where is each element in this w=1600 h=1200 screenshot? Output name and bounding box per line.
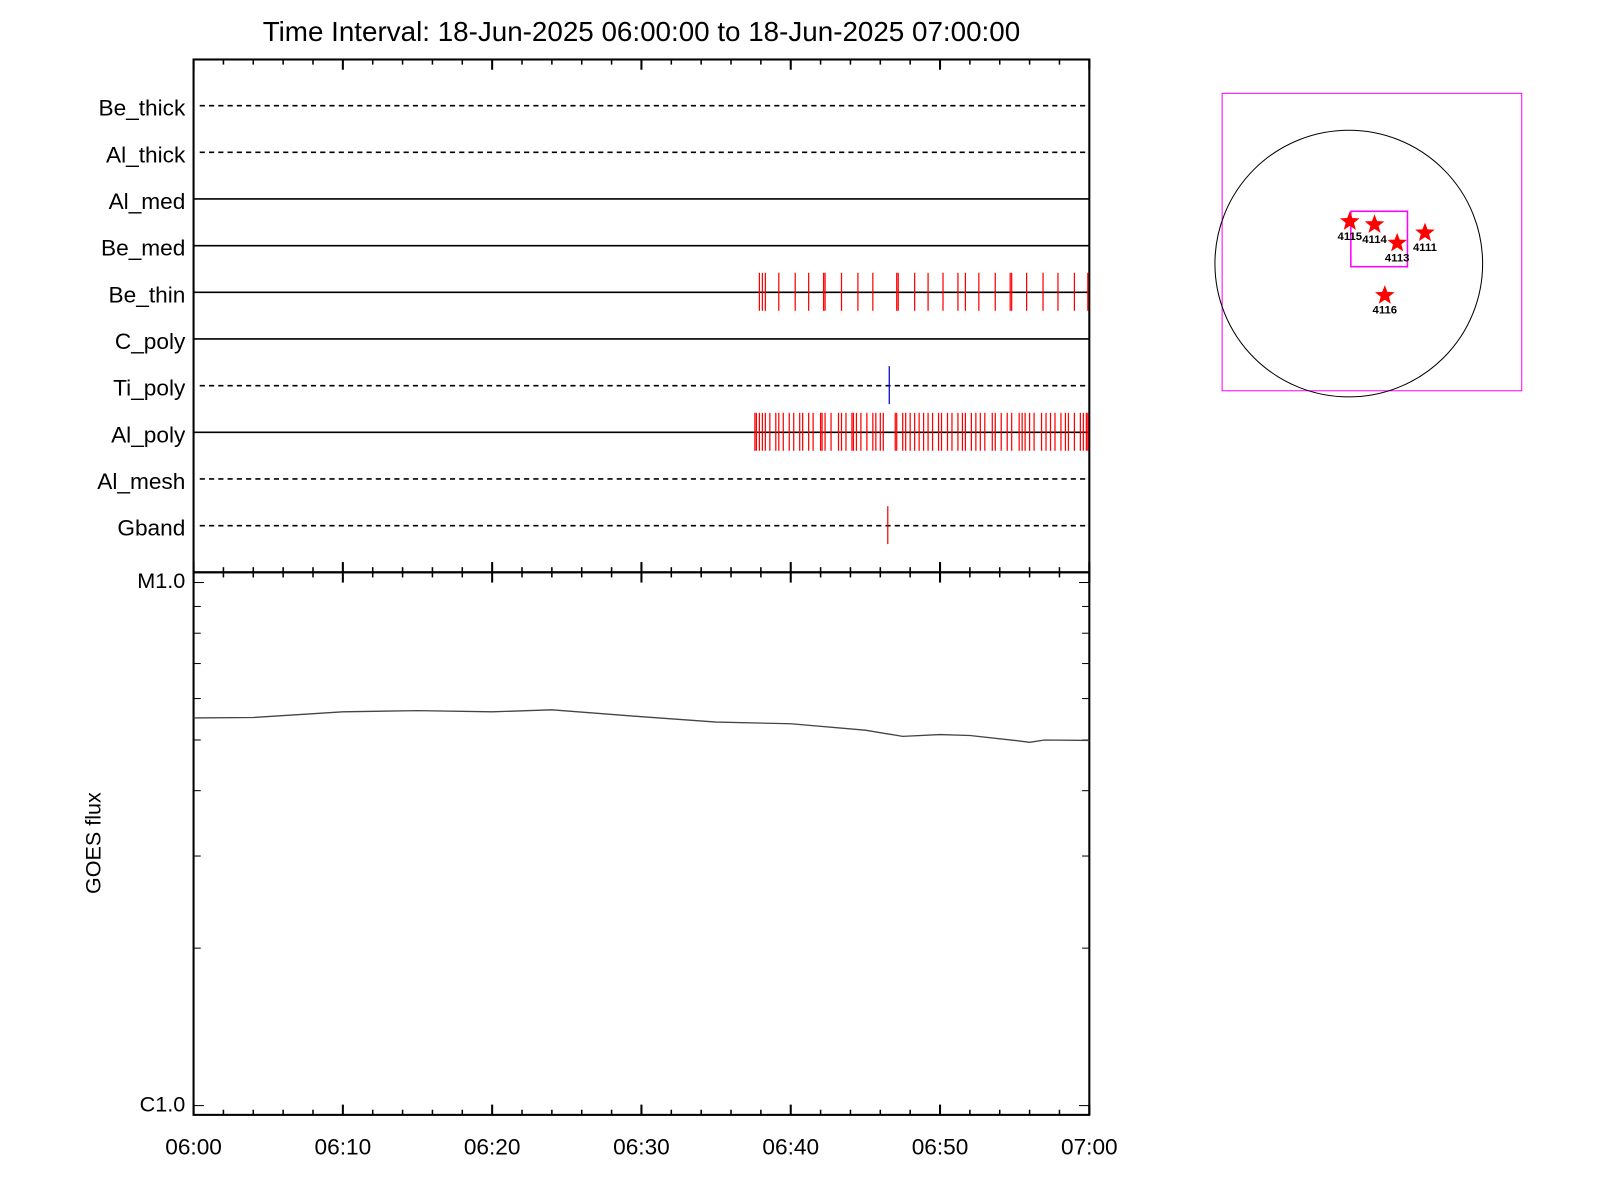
region-label: 4114 — [1362, 234, 1387, 246]
region-star — [1375, 285, 1395, 304]
row-label: C_poly — [115, 329, 186, 354]
solar-disk — [1214, 129, 1484, 398]
row-label: Al_med — [109, 189, 186, 214]
row-label: Al_thick — [106, 142, 186, 167]
fov-box — [1221, 92, 1523, 392]
bottom-frame — [192, 571, 1091, 1116]
region-star — [1415, 222, 1435, 242]
y-tick-label: M1.0 — [137, 568, 185, 593]
region-label: 4116 — [1373, 305, 1398, 317]
row-label: Al_mesh — [97, 469, 185, 494]
region-label: 4115 — [1338, 231, 1363, 243]
x-tick-label: 06:10 — [315, 1135, 372, 1160]
region-star — [1364, 214, 1385, 233]
x-tick-label: 06:50 — [912, 1135, 969, 1160]
row-label: Ti_poly — [113, 376, 186, 401]
row-label: Al_poly — [111, 422, 186, 447]
top-frame — [192, 58, 1091, 574]
region-star — [1387, 232, 1407, 252]
region-label: 4111 — [1413, 242, 1437, 254]
row-label: Be_med — [101, 236, 185, 261]
row-label: Gband — [117, 516, 185, 541]
goes-line — [193, 709, 1090, 743]
x-tick-label: 06:30 — [613, 1135, 670, 1160]
row-label: Be_thin — [109, 282, 186, 307]
region-star — [1340, 211, 1360, 230]
y-tick-label: C1.0 — [140, 1091, 186, 1116]
x-tick-label: 06:00 — [165, 1135, 222, 1160]
row-label: Be_thick — [98, 96, 186, 121]
x-tick-label: 06:20 — [464, 1135, 521, 1160]
target-box — [1350, 210, 1409, 268]
region-label: 4113 — [1385, 252, 1410, 264]
title: Time Interval: 18-Jun-2025 06:00:00 to 1… — [263, 16, 1020, 47]
x-tick-label: 07:00 — [1061, 1135, 1118, 1160]
x-tick-label: 06:40 — [762, 1135, 819, 1160]
y-axis-label: GOES flux — [80, 792, 105, 894]
